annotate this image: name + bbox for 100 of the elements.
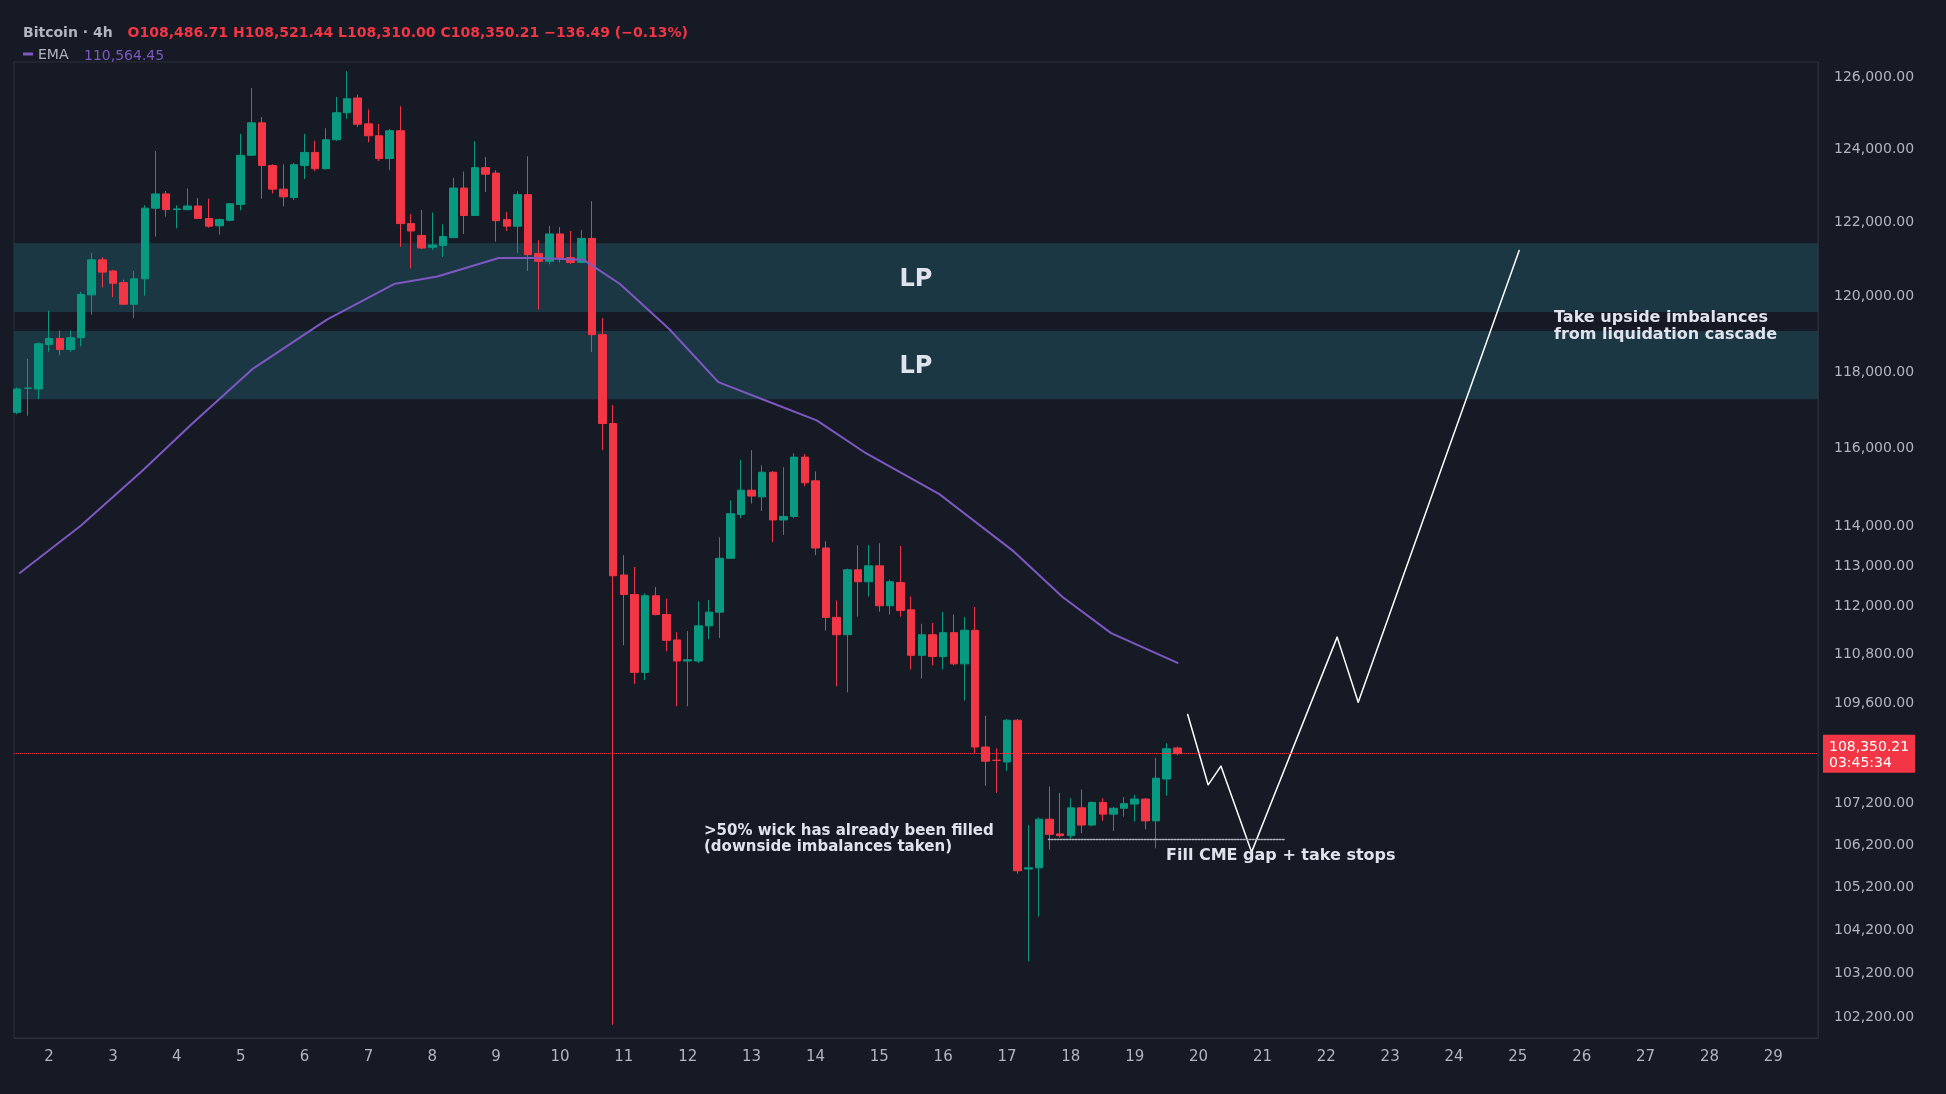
x-tick-label: 3 xyxy=(108,1046,118,1065)
candlestick xyxy=(843,568,852,693)
x-tick-label: 12 xyxy=(678,1046,698,1065)
candlestick xyxy=(556,226,564,263)
candlestick xyxy=(598,317,607,451)
candlestick xyxy=(1056,792,1064,839)
x-tick-label: 5 xyxy=(235,1046,246,1065)
candlestick xyxy=(1088,801,1096,827)
candlestick xyxy=(226,202,234,222)
chart-title: Bitcoin · 4h xyxy=(23,24,113,40)
y-tick-label: 105,200.00 xyxy=(1834,878,1915,895)
candlestick xyxy=(705,599,713,640)
candlestick xyxy=(652,586,660,616)
candlestick xyxy=(439,223,447,258)
candlestick xyxy=(1003,718,1011,772)
candlestick xyxy=(1067,797,1075,840)
annotation: 110,564.45 xyxy=(84,46,165,63)
candlestick xyxy=(1120,796,1128,818)
candlestick xyxy=(1130,794,1139,823)
candlestick xyxy=(343,70,351,120)
candlestick xyxy=(300,133,309,180)
candlestick xyxy=(66,330,75,353)
candlestick xyxy=(620,554,628,646)
candlestick xyxy=(758,464,766,512)
candlestick xyxy=(896,545,905,618)
candlestick xyxy=(503,211,511,232)
candlestick xyxy=(77,291,85,347)
annotation: >50% wick has already been filled (downside imbalances taken) xyxy=(704,821,994,855)
x-tick-label: 28 xyxy=(1699,1046,1719,1065)
x-tick-label: 6 xyxy=(299,1046,310,1065)
candlestick xyxy=(141,204,149,297)
candlestick xyxy=(683,630,692,707)
chart-subtitle: O108,486.71 H108,521.44 L108,310.00 C108,350.21 −136.49 (−0.13%) xyxy=(127,24,688,40)
y-tick-label: 102,200.00 xyxy=(1834,1007,1915,1024)
x-tick-label: 23 xyxy=(1380,1046,1400,1065)
candlestick xyxy=(268,163,277,195)
candlestick xyxy=(183,187,192,211)
candlestick xyxy=(939,611,947,671)
x-tick-label: 10 xyxy=(550,1046,570,1065)
x-tick-label: 18 xyxy=(1061,1046,1081,1065)
candlestick xyxy=(13,386,21,415)
candlestick xyxy=(460,171,468,235)
x-tick-label: 26 xyxy=(1572,1046,1592,1065)
candlestick xyxy=(1024,824,1033,962)
candlestick xyxy=(332,96,341,142)
y-tick-label: 112,000.00 xyxy=(1834,596,1915,613)
candlestick xyxy=(875,542,884,613)
x-tick-label: 21 xyxy=(1252,1046,1272,1065)
x-tick-label: 25 xyxy=(1508,1046,1528,1065)
candlestick xyxy=(1152,757,1160,849)
candlestick xyxy=(1162,742,1171,797)
x-tick-label: 9 xyxy=(491,1046,501,1065)
x-tick-label: 15 xyxy=(869,1046,889,1065)
candlestick xyxy=(1141,797,1150,830)
candlestick xyxy=(513,190,522,254)
band-label: LP xyxy=(899,263,933,292)
y-tick-label: 106,200.00 xyxy=(1834,835,1915,852)
candlestick xyxy=(173,204,181,229)
y-tick-label: 109,600.00 xyxy=(1834,694,1915,711)
candlestick xyxy=(854,544,862,618)
candlestick xyxy=(832,600,841,687)
candlestick xyxy=(98,256,107,288)
candlestick xyxy=(471,140,479,217)
candlestick xyxy=(396,105,405,248)
candlestick xyxy=(449,177,458,239)
y-tick-label: 126,000.00 xyxy=(1834,68,1915,85)
candlestick xyxy=(56,330,64,356)
candlestick xyxy=(737,459,745,519)
candlestick xyxy=(524,155,532,272)
candlestick xyxy=(247,87,256,157)
x-tick-label: 13 xyxy=(742,1046,762,1065)
candlestick xyxy=(87,252,96,316)
x-tick-label: 8 xyxy=(427,1046,438,1065)
candlestick xyxy=(1035,817,1043,918)
candlestick xyxy=(1109,806,1118,832)
y-tick-label: 110,800.00 xyxy=(1834,645,1915,662)
candlestick xyxy=(151,150,160,238)
candlestick xyxy=(779,466,788,536)
candlestick xyxy=(641,592,649,681)
y-tick-label: 122,000.00 xyxy=(1834,213,1915,230)
candlestick xyxy=(364,108,373,143)
candlestick xyxy=(907,596,915,671)
y-tick-label: 113,000.00 xyxy=(1834,557,1915,574)
x-tick-label: 29 xyxy=(1763,1046,1783,1065)
candlestick xyxy=(694,600,703,664)
candlestick xyxy=(194,197,202,220)
candlestick xyxy=(630,566,639,685)
candlestick xyxy=(109,269,117,298)
x-tick-label: 2 xyxy=(44,1046,54,1065)
x-tick-label: 14 xyxy=(805,1046,825,1065)
legend-label: EMA xyxy=(38,46,69,62)
candlestick xyxy=(322,127,330,170)
candlestick xyxy=(545,225,554,265)
candlestick xyxy=(801,453,809,487)
candlestick xyxy=(119,279,128,306)
candlestick xyxy=(407,213,415,269)
x-tick-label: 11 xyxy=(614,1046,634,1065)
candlestick xyxy=(588,200,596,353)
candlestick xyxy=(886,579,894,616)
candlestick xyxy=(918,623,926,679)
